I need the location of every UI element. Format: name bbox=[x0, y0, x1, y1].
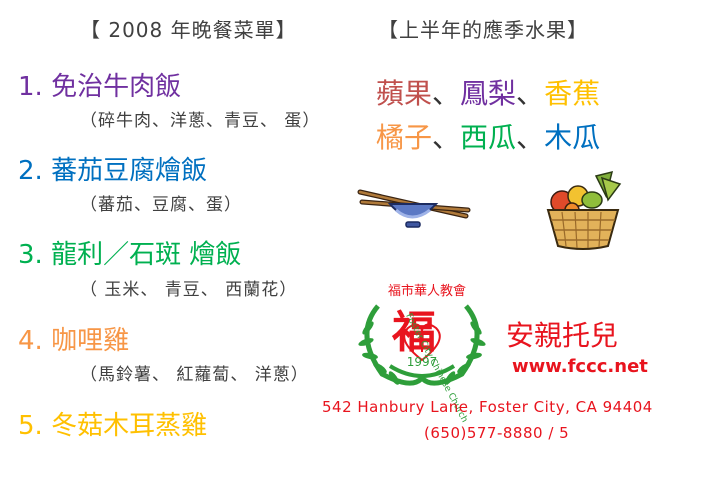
fruit-basket-icon bbox=[546, 170, 622, 250]
website-link[interactable]: www.fccc.net bbox=[512, 356, 648, 377]
fruits-title: 【上半年的應季水果】 bbox=[378, 18, 588, 42]
logo-top-text: 福市華人教會 bbox=[388, 284, 467, 299]
menu-title: 【 2008 年晚餐菜單】 bbox=[80, 18, 297, 42]
fruit-papaya: 木瓜 bbox=[544, 121, 601, 154]
menu-item-4: 4. 咖哩雞 bbox=[18, 326, 130, 356]
phone-text: (650)577-8880 / 5 bbox=[424, 424, 570, 442]
fruit-banana: 香蕉 bbox=[544, 77, 601, 110]
menu-item-5: 5. 冬菇木耳蒸雞 bbox=[18, 411, 208, 441]
menu-item-3-ingredients: （ 玉米、 青豆、 西蘭花） bbox=[80, 280, 298, 300]
bowl-chopsticks-icon bbox=[357, 189, 471, 228]
fruits-row-2: 橘子、西瓜、木瓜 bbox=[376, 116, 600, 156]
menu-item-1-ingredients: （碎牛肉、洋蔥、青豆、 蛋） bbox=[80, 111, 321, 131]
logo-character: 福 bbox=[392, 307, 436, 358]
separator: 、 bbox=[516, 77, 545, 110]
logo-ring-text: 1997 bbox=[407, 355, 438, 369]
menu-item-2: 2. 蕃茄豆腐燴飯 bbox=[18, 156, 208, 186]
address-text: 542 Hanbury Lane, Foster City, CA 94404 bbox=[322, 398, 653, 416]
fruits-row-1: 蘋果、鳳梨、香蕉 bbox=[376, 72, 600, 112]
brand-name: 安親托兒 bbox=[506, 319, 619, 352]
menu-item-1: 1. 免治牛肉飯 bbox=[18, 72, 182, 102]
fruit-pineapple: 鳳梨 bbox=[460, 77, 517, 110]
menu-item-4-ingredients: （馬鈴薯、 紅蘿蔔、 洋蔥） bbox=[80, 365, 309, 385]
menu-item-2-ingredients: （蕃茄、豆腐、蛋） bbox=[80, 195, 242, 215]
menu-item-3: 3. 龍利／石斑 燴飯 bbox=[18, 240, 242, 270]
separator: 、 bbox=[432, 77, 461, 110]
separator: 、 bbox=[432, 121, 461, 154]
fruit-orange: 橘子 bbox=[376, 121, 433, 154]
separator: 、 bbox=[516, 121, 545, 154]
fruit-apple: 蘋果 bbox=[376, 77, 433, 110]
fruit-watermelon: 西瓜 bbox=[460, 121, 517, 154]
church-logo: 1997 bbox=[358, 304, 486, 386]
